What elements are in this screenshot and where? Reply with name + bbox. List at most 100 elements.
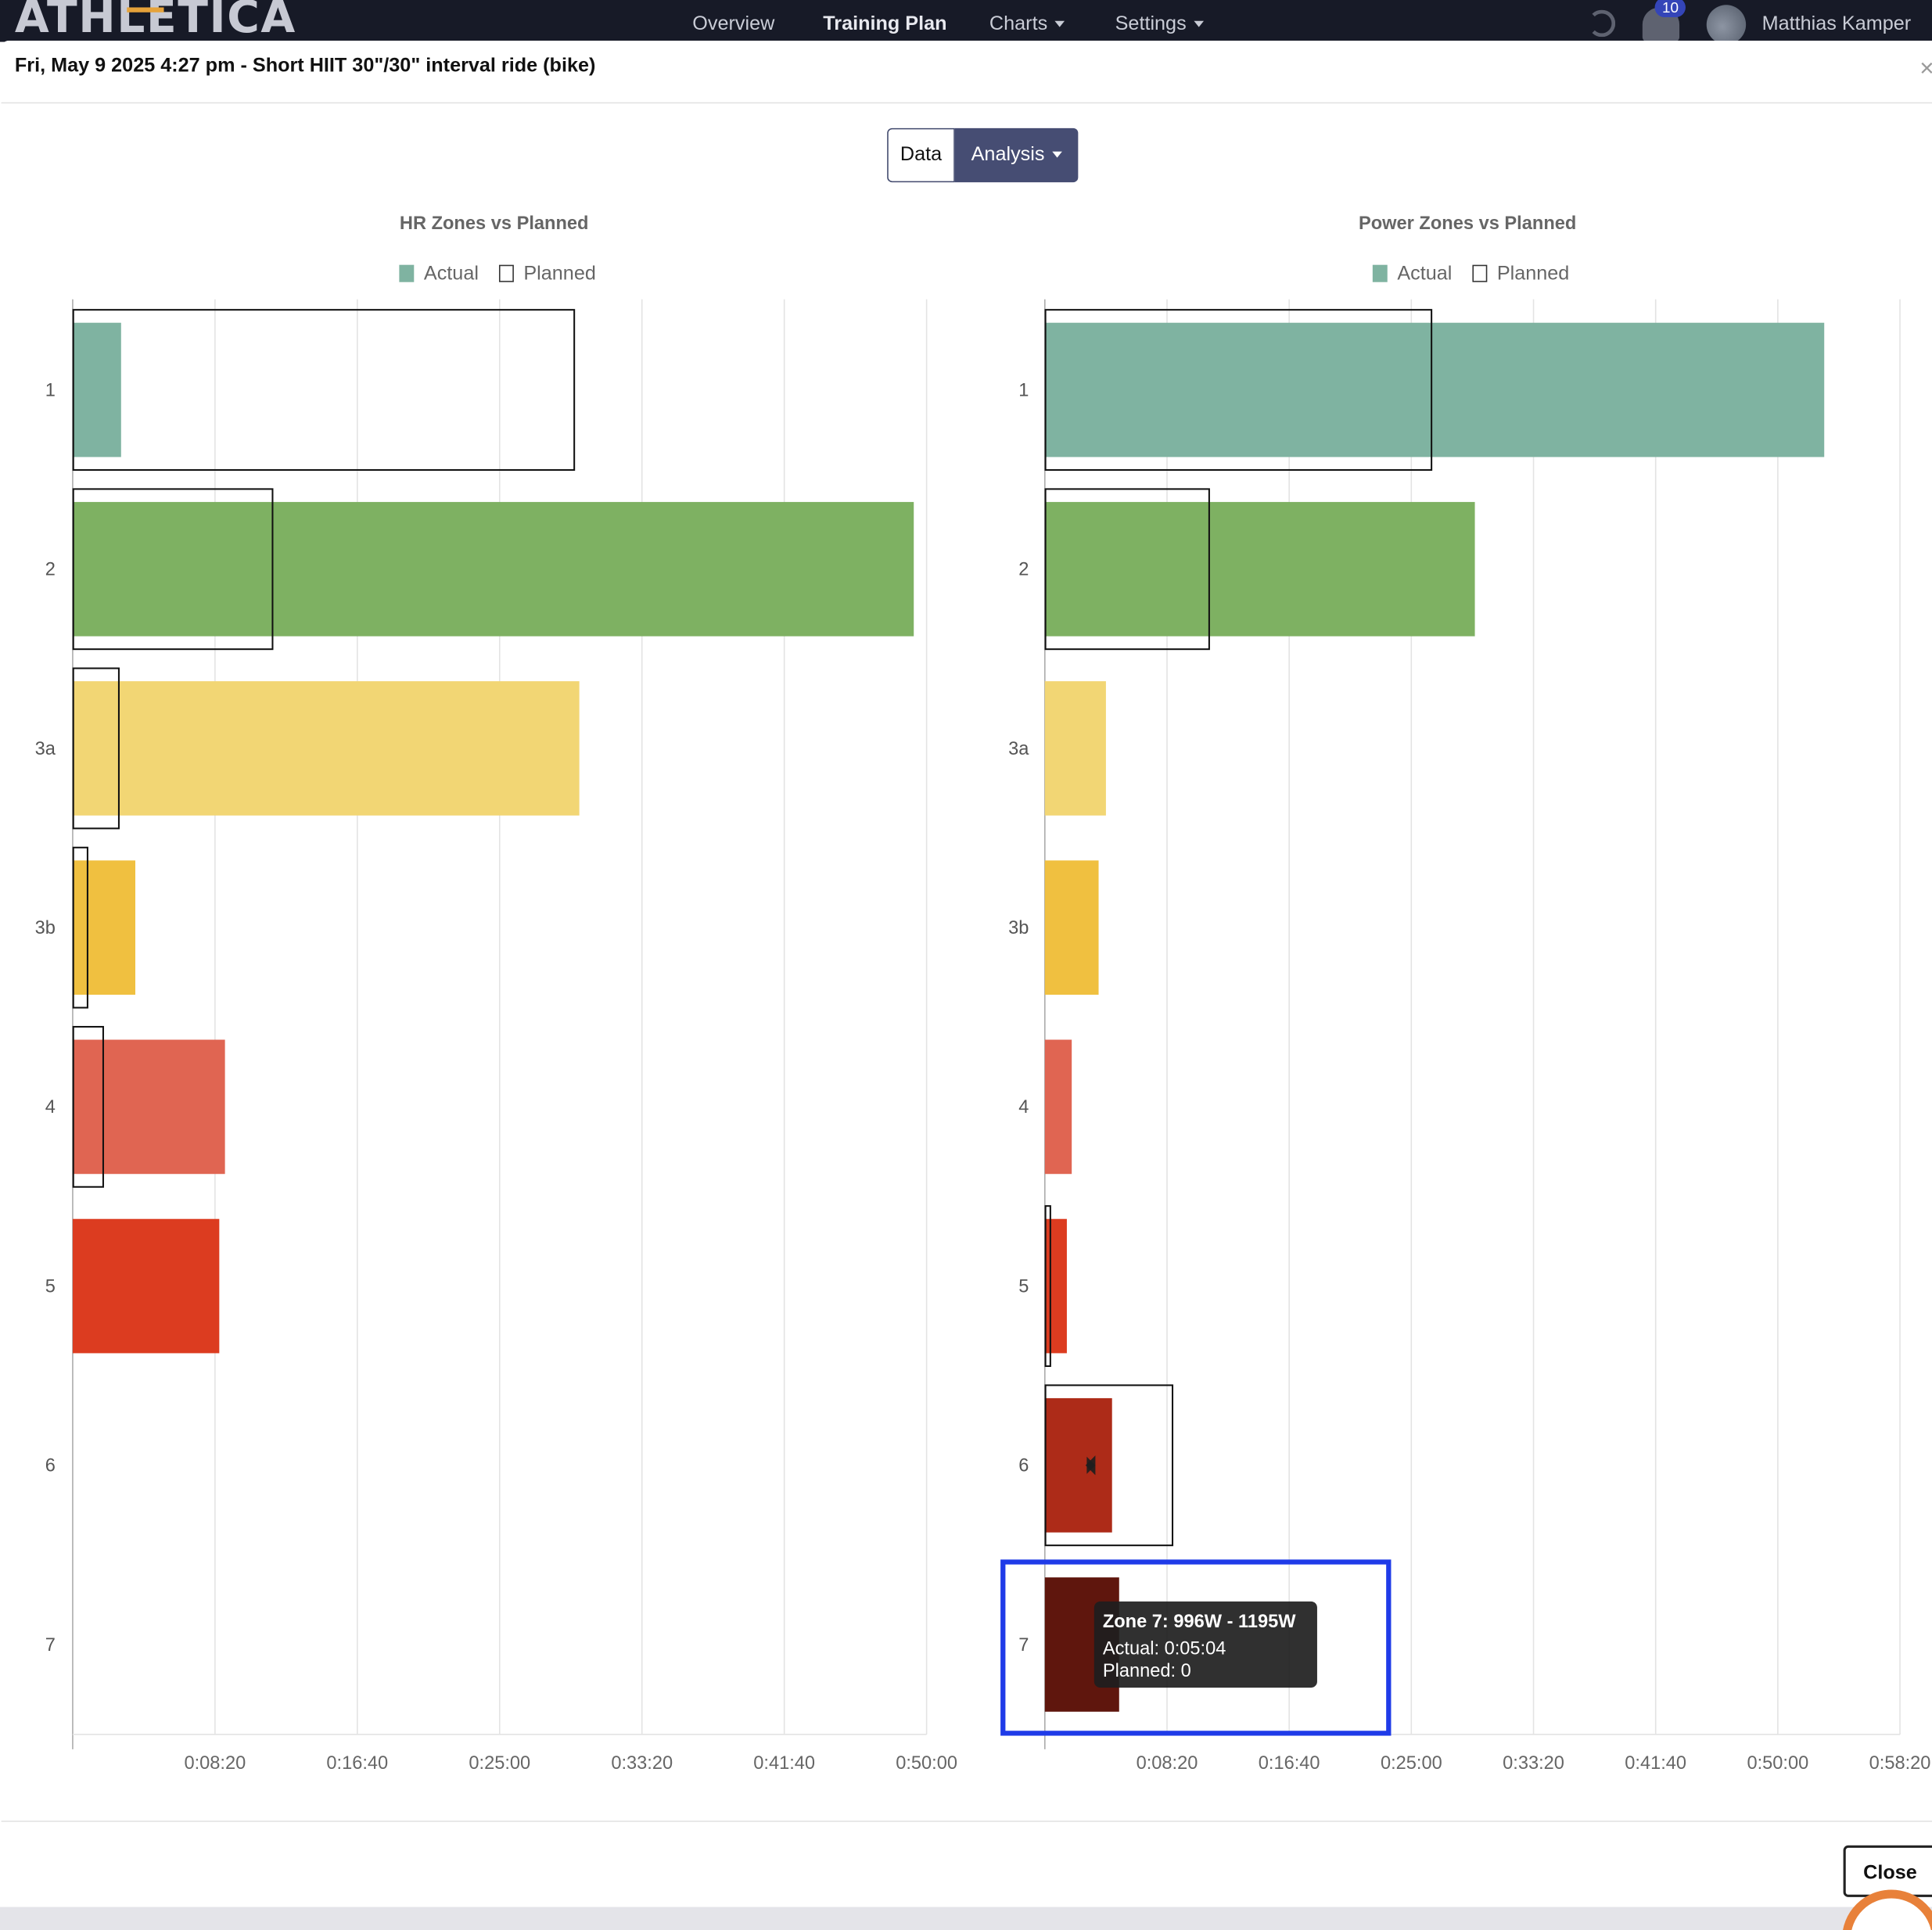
analysis-dropdown-button[interactable]: Analysis [954, 127, 1079, 183]
legend-actual-label: Actual [423, 264, 479, 285]
actual-bar-zone-2[interactable] [72, 501, 914, 637]
actual-bar-zone-2[interactable] [1044, 501, 1475, 637]
legend-planned[interactable]: Planned [1472, 264, 1569, 285]
nav-training-plan[interactable]: Training Plan [823, 13, 947, 35]
y-tick-label: 5 [45, 1276, 56, 1297]
planned-bar-zone-4[interactable] [72, 1025, 104, 1188]
actual-bar-zone-4[interactable] [1044, 1039, 1072, 1175]
y-tick-label: 3a [1008, 739, 1029, 759]
legend-planned-swatch [498, 264, 514, 282]
y-tick-label: 4 [1018, 1097, 1029, 1117]
y-tick-label: 4 [45, 1097, 56, 1117]
legend-planned[interactable]: Planned [498, 264, 596, 285]
actual-bar-zone-5[interactable] [1044, 1218, 1067, 1354]
legend-planned-swatch [1472, 264, 1488, 282]
tooltip-pointer [1085, 1455, 1096, 1476]
planned-bar-zone-2[interactable] [72, 488, 274, 651]
y-tick-label: 2 [45, 560, 56, 580]
y-tick-label: 6 [45, 1456, 56, 1476]
tooltip-title: Zone 7: 996W - 1195W [1103, 1612, 1296, 1632]
legend-planned-label: Planned [1496, 264, 1570, 285]
y-tick-label: 5 [1018, 1276, 1029, 1297]
x-tick-label: 0:41:40 [753, 1753, 815, 1774]
logo-accent-bar [127, 7, 164, 13]
close-button[interactable]: Close [1843, 1845, 1932, 1897]
x-tick-label: 0:33:20 [1503, 1753, 1564, 1774]
hr-chart-title: HR Zones vs Planned [399, 213, 589, 235]
legend-actual-label: Actual [1397, 264, 1453, 285]
y-tick-label: 3b [35, 918, 56, 938]
y-tick-label: 2 [1018, 560, 1029, 580]
power-chart-legend: Actual Planned [1372, 264, 1569, 285]
actual-bar-zone-3b[interactable] [72, 860, 135, 995]
chevron-down-icon [1194, 21, 1204, 28]
highlight-box [1000, 1559, 1392, 1736]
x-tick-label: 0:41:40 [1625, 1753, 1686, 1774]
y-tick-label: 3a [35, 739, 56, 759]
data-tab-button[interactable]: Data [887, 127, 955, 183]
top-navbar: ATHLETICA Overview Training Plan Charts … [0, 0, 1932, 45]
legend-actual-swatch [1372, 264, 1388, 282]
close-icon[interactable]: × [1919, 56, 1932, 84]
header-divider [1, 102, 1932, 104]
nav-settings-label: Settings [1115, 13, 1187, 35]
x-tick-label: 0:25:00 [469, 1753, 530, 1774]
athletica-logo[interactable]: ATHLETICA [14, 0, 296, 44]
actual-bar-zone-1[interactable] [72, 322, 121, 457]
actual-bar-zone-3b[interactable] [1044, 860, 1099, 995]
actual-bar-zone-3a[interactable] [72, 681, 580, 816]
y-tick-label: 6 [1018, 1456, 1029, 1476]
x-tick-label: 0:08:20 [184, 1753, 246, 1774]
nav-charts[interactable]: Charts [989, 13, 1065, 35]
planned-bar-zone-3b[interactable] [72, 846, 88, 1009]
planned-bar-zone-1[interactable] [72, 309, 576, 471]
y-tick-label: 7 [1018, 1635, 1029, 1656]
notification-badge: 10 [1654, 0, 1686, 18]
y-tick-label: 1 [45, 380, 56, 400]
legend-actual[interactable]: Actual [1372, 264, 1453, 285]
planned-bar-zone-1[interactable] [1044, 309, 1433, 471]
x-tick-label: 0:50:00 [1747, 1753, 1808, 1774]
x-tick-label: 0:16:40 [1259, 1753, 1320, 1774]
legend-actual-swatch [399, 264, 415, 282]
actual-bar-zone-1[interactable] [1044, 322, 1825, 457]
chevron-down-icon [1051, 152, 1062, 159]
tooltip-planned: Planned: 0 [1103, 1661, 1191, 1681]
footer-divider [1, 1821, 1932, 1822]
planned-bar-zone-5[interactable] [1044, 1205, 1051, 1367]
nav-overview[interactable]: Overview [692, 13, 775, 35]
x-tick-label: 0:50:00 [896, 1753, 957, 1774]
actual-bar-zone-3a[interactable] [1044, 681, 1106, 816]
sync-icon[interactable] [1588, 9, 1616, 38]
x-tick-label: 0:33:20 [611, 1753, 673, 1774]
background-calendar-strip [0, 1907, 1932, 1930]
nav-settings[interactable]: Settings [1115, 13, 1204, 35]
legend-planned-label: Planned [523, 264, 596, 285]
x-tick-label: 0:16:40 [326, 1753, 388, 1774]
modal-title: Fri, May 9 2025 4:27 pm - Short HIIT 30"… [14, 55, 596, 77]
analysis-label: Analysis [971, 144, 1045, 166]
tooltip-box [1093, 1601, 1317, 1688]
planned-bar-zone-3a[interactable] [72, 667, 120, 830]
y-tick-label: 1 [1018, 380, 1029, 400]
actual-bar-zone-6[interactable] [1044, 1397, 1112, 1533]
hr-chart-legend: Actual Planned [399, 264, 596, 285]
planned-bar-zone-6[interactable] [1044, 1384, 1174, 1547]
chevron-down-icon [1054, 21, 1065, 28]
nav-charts-label: Charts [989, 13, 1048, 35]
tooltip-actual: Actual: 0:05:04 [1103, 1639, 1226, 1659]
actual-bar-zone-4[interactable] [72, 1039, 225, 1175]
avatar[interactable] [1706, 5, 1747, 45]
y-tick-label: 3b [1008, 918, 1029, 938]
legend-actual[interactable]: Actual [399, 264, 479, 285]
power-chart-title: Power Zones vs Planned [1358, 213, 1577, 235]
actual-bar-zone-5[interactable] [72, 1218, 220, 1354]
planned-bar-zone-2[interactable] [1044, 488, 1210, 651]
x-tick-label: 0:25:00 [1381, 1753, 1442, 1774]
x-tick-label: 0:08:20 [1137, 1753, 1198, 1774]
y-tick-label: 7 [45, 1635, 56, 1656]
user-name[interactable]: Matthias Kamper [1761, 13, 1912, 35]
x-tick-label: 0:58:20 [1869, 1753, 1931, 1774]
